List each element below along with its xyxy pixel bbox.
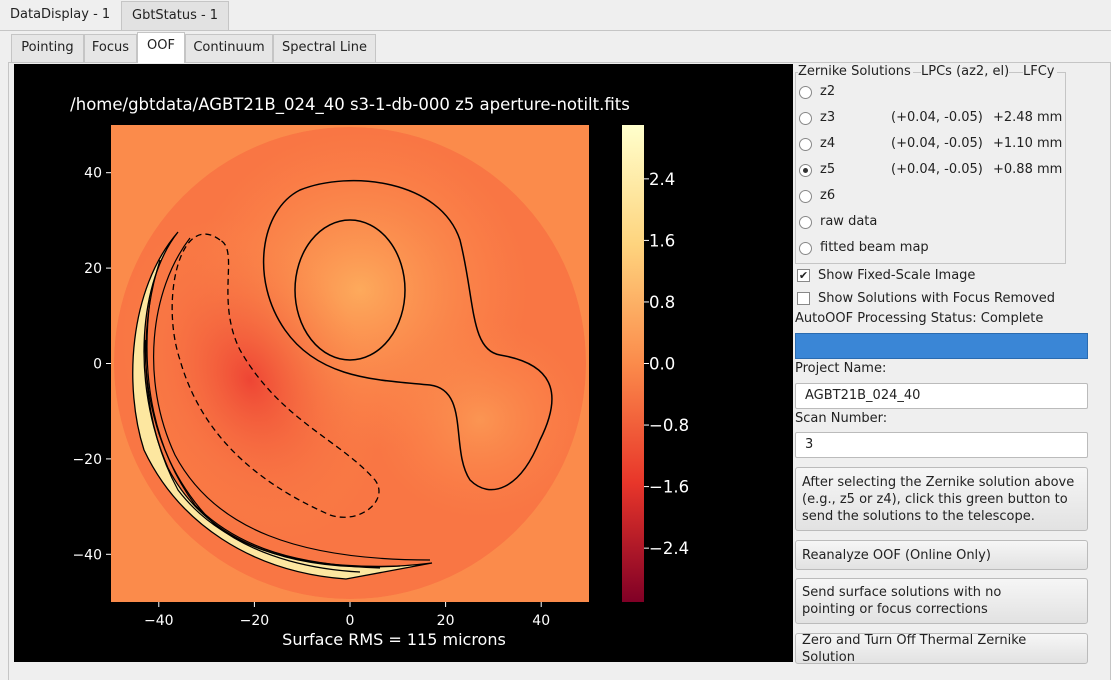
colorbar-tick-label: 2.4 [649, 170, 675, 189]
tab-divider [0, 30, 1111, 31]
window-tab[interactable]: DataDisplay - 1 [0, 0, 121, 30]
x-tick-label: 20 [437, 613, 455, 629]
x-axis-label: Surface RMS = 115 microns [282, 630, 506, 649]
sub-tab[interactable]: Continuum [185, 34, 273, 62]
y-tick-label: −20 [72, 452, 102, 468]
x-tick-label: 0 [346, 613, 355, 629]
lfcy-value[interactable]: +1.10 mm [993, 136, 1063, 151]
lpcs-value[interactable]: (+0.04, -0.05) [891, 162, 983, 177]
group-header: Zernike Solutions [798, 64, 913, 79]
colorbar-tick-label: −1.6 [649, 478, 689, 497]
radio-button[interactable] [799, 112, 812, 125]
option-label[interactable]: z4 [820, 136, 836, 151]
colorbar-tick-label: 0.8 [649, 293, 675, 312]
project-input[interactable]: AGBT21B_024_40 [795, 383, 1088, 409]
lfcy-value[interactable]: +0.88 mm [993, 162, 1063, 177]
lpcs-value[interactable]: (+0.04, -0.05) [891, 136, 983, 151]
plot-title: /home/gbtdata/AGBT21B_024_40 s3-1-db-000… [70, 95, 630, 115]
x-tick-label: −40 [144, 613, 174, 629]
y-tick-label: −40 [72, 547, 102, 563]
checkbox-label[interactable]: Show Solutions with Focus Removed [818, 291, 1056, 306]
checkbox[interactable]: ✔ [797, 269, 810, 282]
radio-button[interactable] [799, 216, 812, 229]
option-label[interactable]: raw data [820, 214, 878, 229]
sub-tab[interactable]: Focus [84, 34, 137, 62]
status-label: AutoOOF Processing Status: Complete [795, 311, 1044, 326]
field-label: Scan Number: [795, 411, 888, 426]
aperture-map [111, 125, 589, 602]
option-label[interactable]: z2 [820, 84, 836, 99]
send-surface-button[interactable]: Send surface solutions with no pointing … [795, 578, 1088, 624]
x-tick-label: −20 [240, 613, 270, 629]
colorbar-tick-label: 1.6 [649, 231, 675, 250]
radio-button[interactable] [799, 138, 812, 151]
window-tab[interactable]: GbtStatus - 1 [121, 1, 230, 31]
radio-button[interactable] [799, 86, 812, 99]
checkbox[interactable] [797, 292, 810, 305]
radio-button[interactable] [799, 190, 812, 203]
oof-plot: /home/gbtdata/AGBT21B_024_40 s3-1-db-000… [14, 64, 793, 662]
colorbar-tick-label: −2.4 [649, 539, 689, 558]
zero-thermal-button[interactable]: Zero and Turn Off Thermal Zernike Soluti… [795, 633, 1088, 665]
sub-tab[interactable]: OOF [137, 32, 185, 63]
lpcs-value[interactable]: (+0.04, -0.05) [891, 110, 983, 125]
reanalyze-button[interactable]: Reanalyze OOF (Online Only) [795, 540, 1088, 570]
scan-input[interactable]: 3 [795, 432, 1088, 458]
y-tick-label: 40 [84, 166, 102, 182]
checkbox-label[interactable]: Show Fixed-Scale Image [818, 268, 976, 283]
radio-button[interactable] [799, 164, 812, 177]
option-label[interactable]: z5 [820, 162, 836, 177]
field-label: Project Name: [795, 361, 887, 376]
lfcy-value[interactable]: +2.48 mm [993, 110, 1063, 125]
colorbar-tick-label: −0.8 [649, 416, 689, 435]
colorbar [622, 125, 644, 602]
y-tick-label: 20 [84, 261, 102, 277]
group-header: LFCy [1023, 64, 1057, 79]
option-label[interactable]: z3 [820, 110, 836, 125]
radio-button[interactable] [799, 242, 812, 255]
sub-tab[interactable]: Spectral Line [273, 34, 376, 62]
option-label[interactable]: fitted beam map [820, 240, 929, 255]
y-tick-label: 0 [93, 357, 102, 373]
colorbar-tick-label: 0.0 [649, 355, 675, 374]
group-header: LPCs (az2, el) [921, 64, 1010, 79]
sub-tab[interactable]: Pointing [11, 34, 84, 62]
status-bar [795, 333, 1088, 359]
send-button[interactable]: After selecting the Zernike solution abo… [795, 467, 1088, 531]
x-tick-label: 40 [532, 613, 550, 629]
option-label[interactable]: z6 [820, 188, 836, 203]
